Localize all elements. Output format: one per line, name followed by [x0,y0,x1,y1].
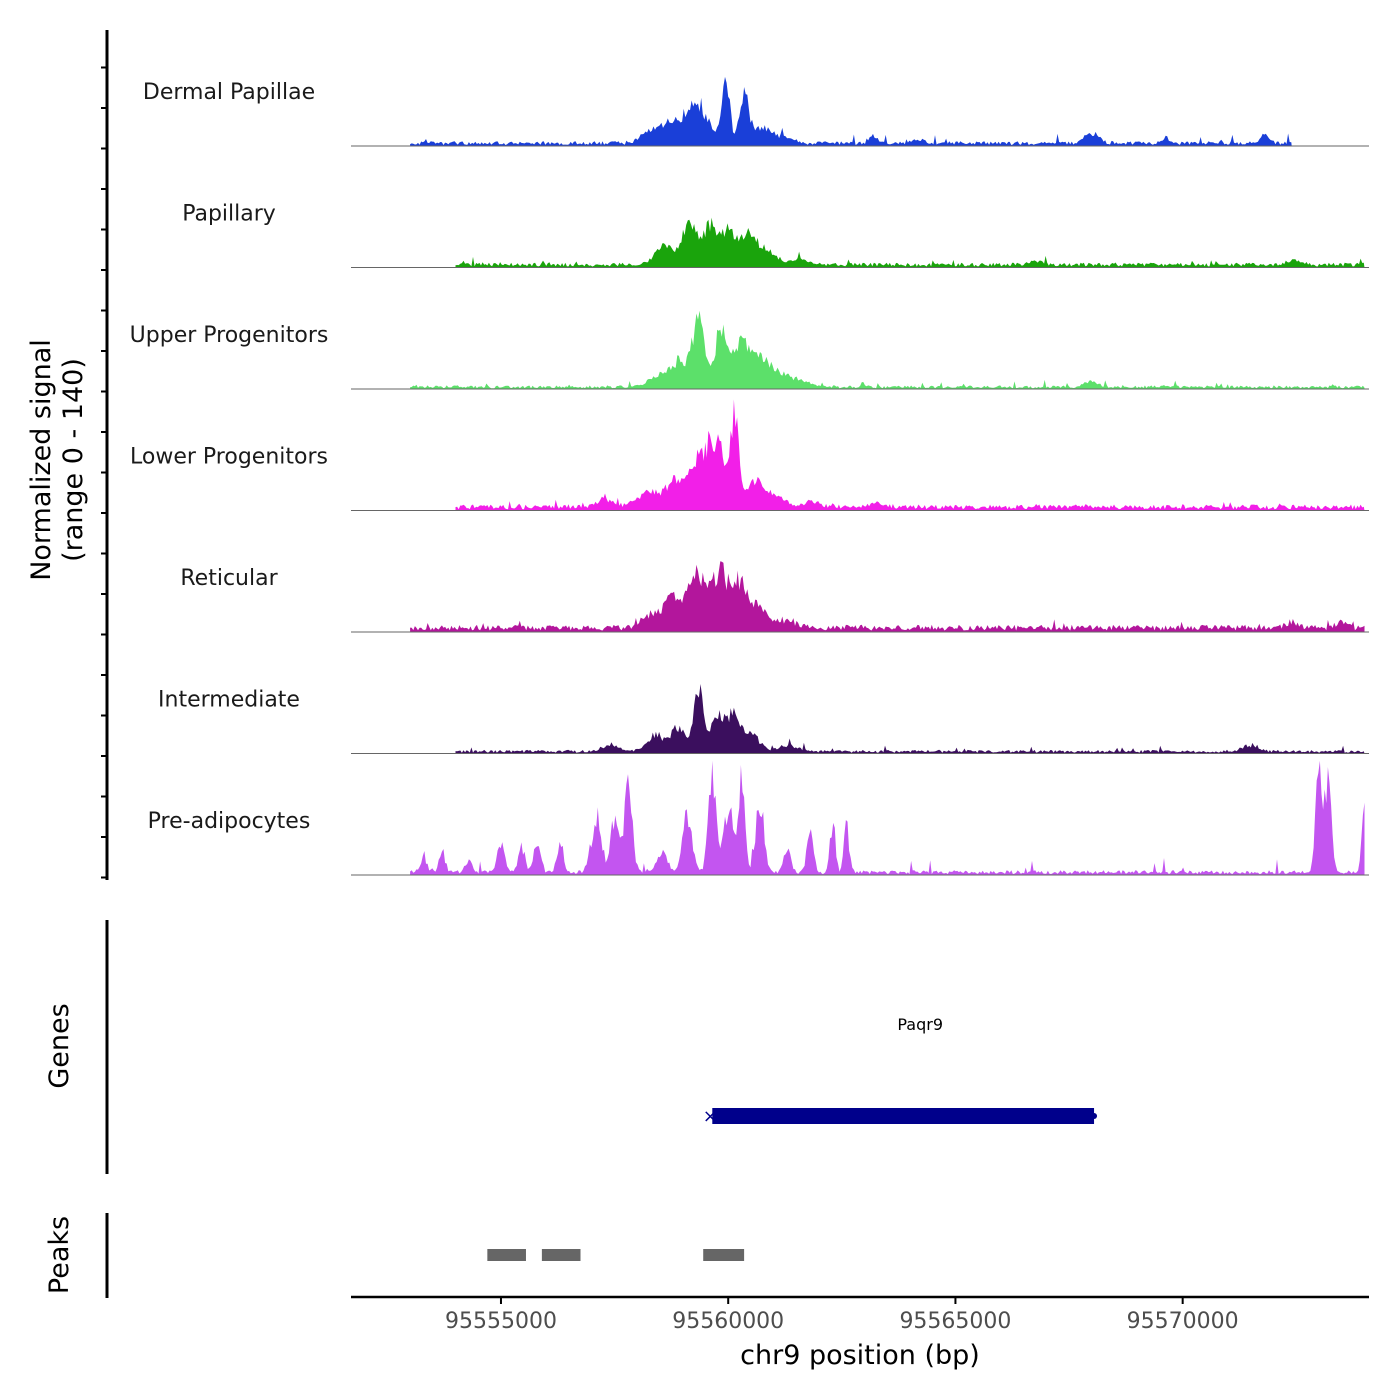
x-tick-label: 95555000 [445,1309,557,1334]
coverage-area [455,399,1365,511]
x-tick-label: 95565000 [899,1309,1011,1334]
genes-track-label: Genes [44,1003,75,1088]
coverage-area [410,76,1292,146]
track-papillary: Papillary [182,202,1369,268]
peaks-track-label: Peaks [44,1216,75,1294]
coverage-area [455,684,1365,754]
peak-regions [487,1249,745,1261]
track-label: Lower Progenitors [130,445,328,470]
coverage-area [410,561,1365,632]
y-axis-title-line1: Normalized signal [26,339,57,581]
genes-track: Genes × Paqr9 [44,920,1098,1174]
track-reticular: Reticular [180,561,1369,633]
track-label: Upper Progenitors [130,323,329,348]
x-tick-label: 95560000 [672,1309,784,1334]
coverage-y-axis [101,30,109,880]
peak-region [541,1249,581,1261]
gene-name-label: Paqr9 [897,1015,943,1034]
x-axis: chr9 position (bp) 95555000 95560000 95565… [351,1295,1369,1371]
x-tick-label: 95570000 [1127,1309,1239,1334]
peak-region [487,1249,526,1261]
x-axis-title: chr9 position (bp) [740,1340,980,1371]
track-upper-progenitors: Upper Progenitors [130,310,1369,390]
track-label: Pre-adipocytes [148,809,311,834]
track-label: Papillary [182,202,276,227]
track-dermal-papillae: Dermal Papillae [143,76,1369,147]
track-label: Dermal Papillae [143,80,315,105]
gene-models: × Paqr9 [703,1015,1098,1127]
track-intermediate: Intermediate [158,684,1369,754]
peaks-track: Peaks [44,1213,745,1298]
gene-strand-marker: × [703,1106,718,1127]
coverage-area [410,310,1365,389]
gene-paqr9: × Paqr9 [703,1015,1098,1127]
track-lower-progenitors: Lower Progenitors [130,399,1369,511]
coverage-tracks: Dermal Papillae Papillary Upper Progenitor… [130,76,1369,876]
coverage-area [455,217,1365,268]
track-pre-adipocytes: Pre-adipocytes [148,760,1369,876]
gene-end-marker [1091,1113,1098,1119]
y-axis-title: Normalized signal (range 0 - 140) [26,339,89,581]
y-axis-title-line2: (range 0 - 140) [58,358,89,562]
coverage-area [410,760,1365,875]
peak-region [703,1249,745,1261]
track-label: Intermediate [158,688,300,713]
track-label: Reticular [180,566,278,591]
gene-body [712,1108,1095,1124]
